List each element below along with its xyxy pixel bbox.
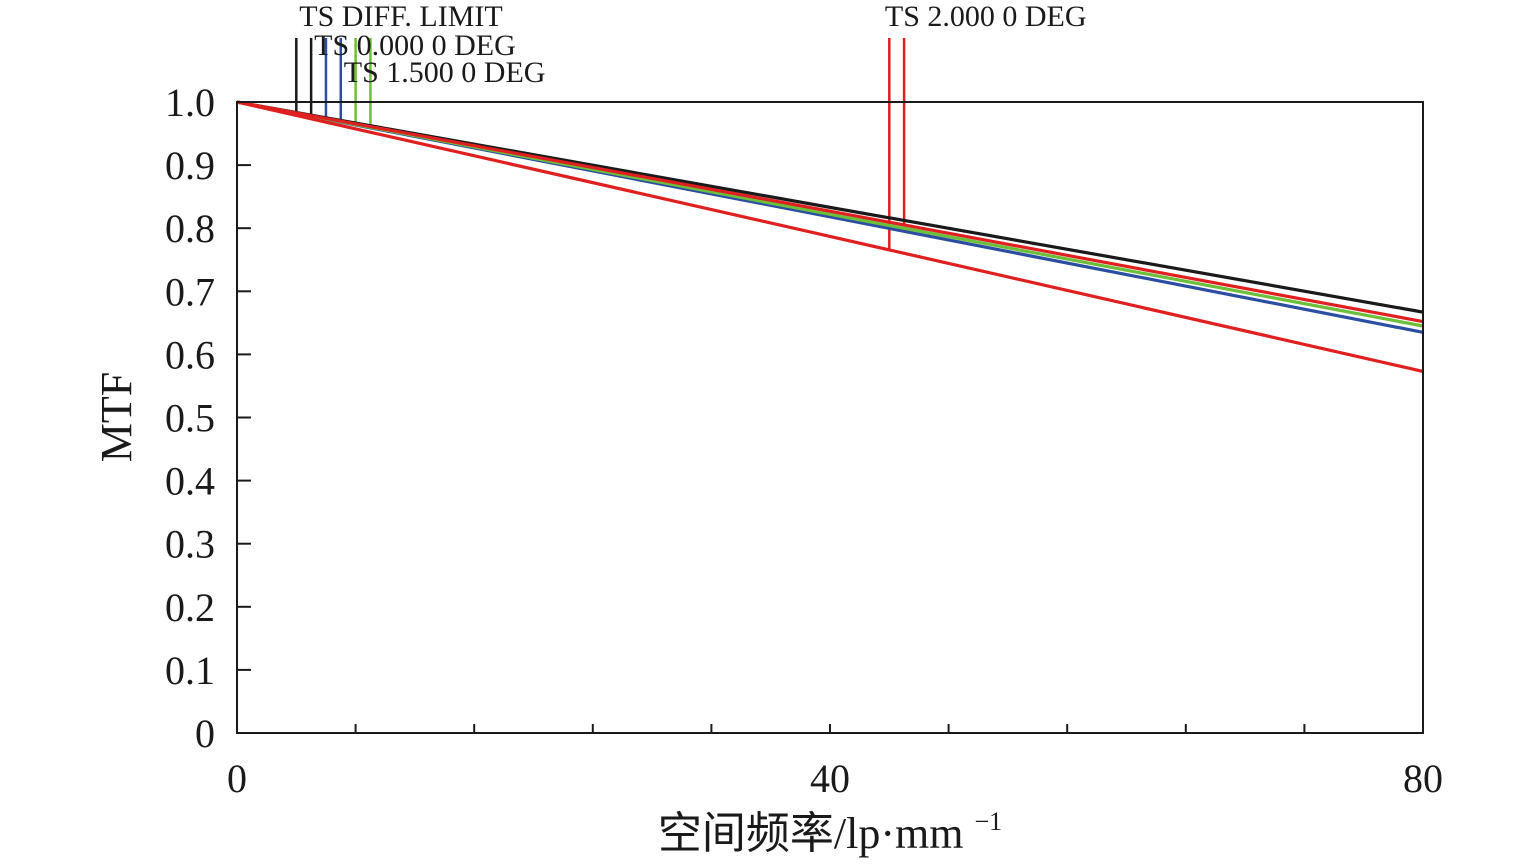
y-tick-label: 0.3 xyxy=(165,522,215,567)
x-tick-label: 0 xyxy=(227,756,247,801)
plot-frame xyxy=(236,101,1424,734)
x-axis-label-main: 空间频率/lp·mm xyxy=(658,809,964,858)
y-tick-label: 0 xyxy=(195,711,215,756)
legend-label: TS 1.500 0 DEG xyxy=(344,56,546,89)
y-tick-label: 0.6 xyxy=(165,332,215,377)
legend-label: TS 0.000 0 DEG xyxy=(314,29,516,62)
x-tick-label: 80 xyxy=(1403,756,1443,801)
series-line xyxy=(236,100,1424,324)
legend-label: TS DIFF. LIMIT xyxy=(299,0,502,33)
y-tick-label: 0.1 xyxy=(165,648,215,693)
y-tick-label: 0.8 xyxy=(165,206,215,251)
x-axis-label-superscript: −1 xyxy=(974,807,1002,836)
x-axis-label: 空间频率/lp·mm −1 xyxy=(658,807,1002,858)
y-tick-label: 1.0 xyxy=(165,80,215,125)
y-tick-label: 0.7 xyxy=(165,269,215,314)
y-tick-label: 0.9 xyxy=(165,143,215,188)
series-markers xyxy=(295,38,906,250)
x-axis-ticks: 0 40 80 xyxy=(227,724,1443,801)
y-axis-label: MTF xyxy=(92,372,141,462)
y-axis-ticks: 0 0.1 0.2 0.3 0.4 0.5 0.6 0.7 0.8 0.9 1.0 xyxy=(165,80,251,756)
series-line xyxy=(236,100,1424,373)
y-tick-label: 0.5 xyxy=(165,396,215,441)
x-tick-label: 40 xyxy=(810,756,850,801)
legend-label: TS 2.000 0 DEG xyxy=(885,0,1087,33)
series-lines xyxy=(236,100,1424,373)
y-tick-label: 0.4 xyxy=(165,459,215,504)
y-tick-label: 0.2 xyxy=(165,585,215,630)
